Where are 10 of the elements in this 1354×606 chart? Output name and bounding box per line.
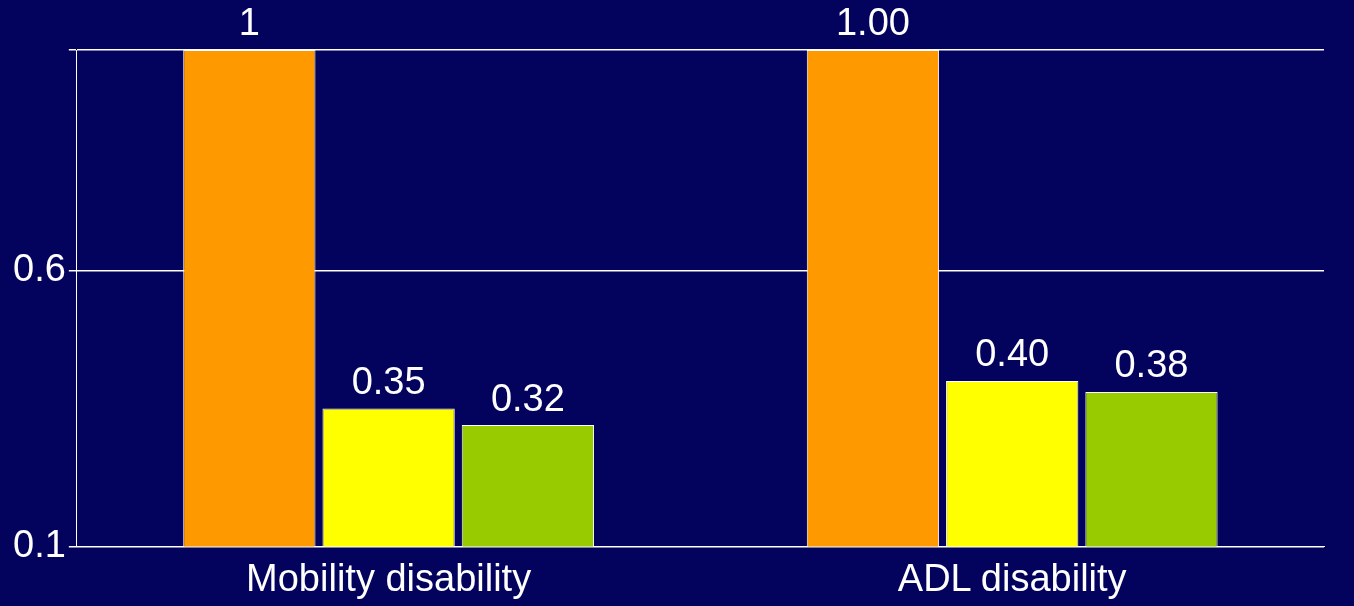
data-label: 0.35	[351, 360, 426, 402]
data-label: 1	[238, 1, 260, 44]
data-label: 0.38	[1114, 343, 1189, 386]
x-tick-label: Mobility disability	[246, 556, 532, 599]
data-label: 0.40	[975, 332, 1050, 375]
data-label: 1.00	[835, 1, 910, 44]
y-tick-label: 0.6	[13, 247, 66, 290]
data-label: 0.32	[490, 376, 565, 419]
x-tick-label: ADL disability	[897, 556, 1127, 599]
y-tick-label: 0.1	[13, 522, 66, 565]
